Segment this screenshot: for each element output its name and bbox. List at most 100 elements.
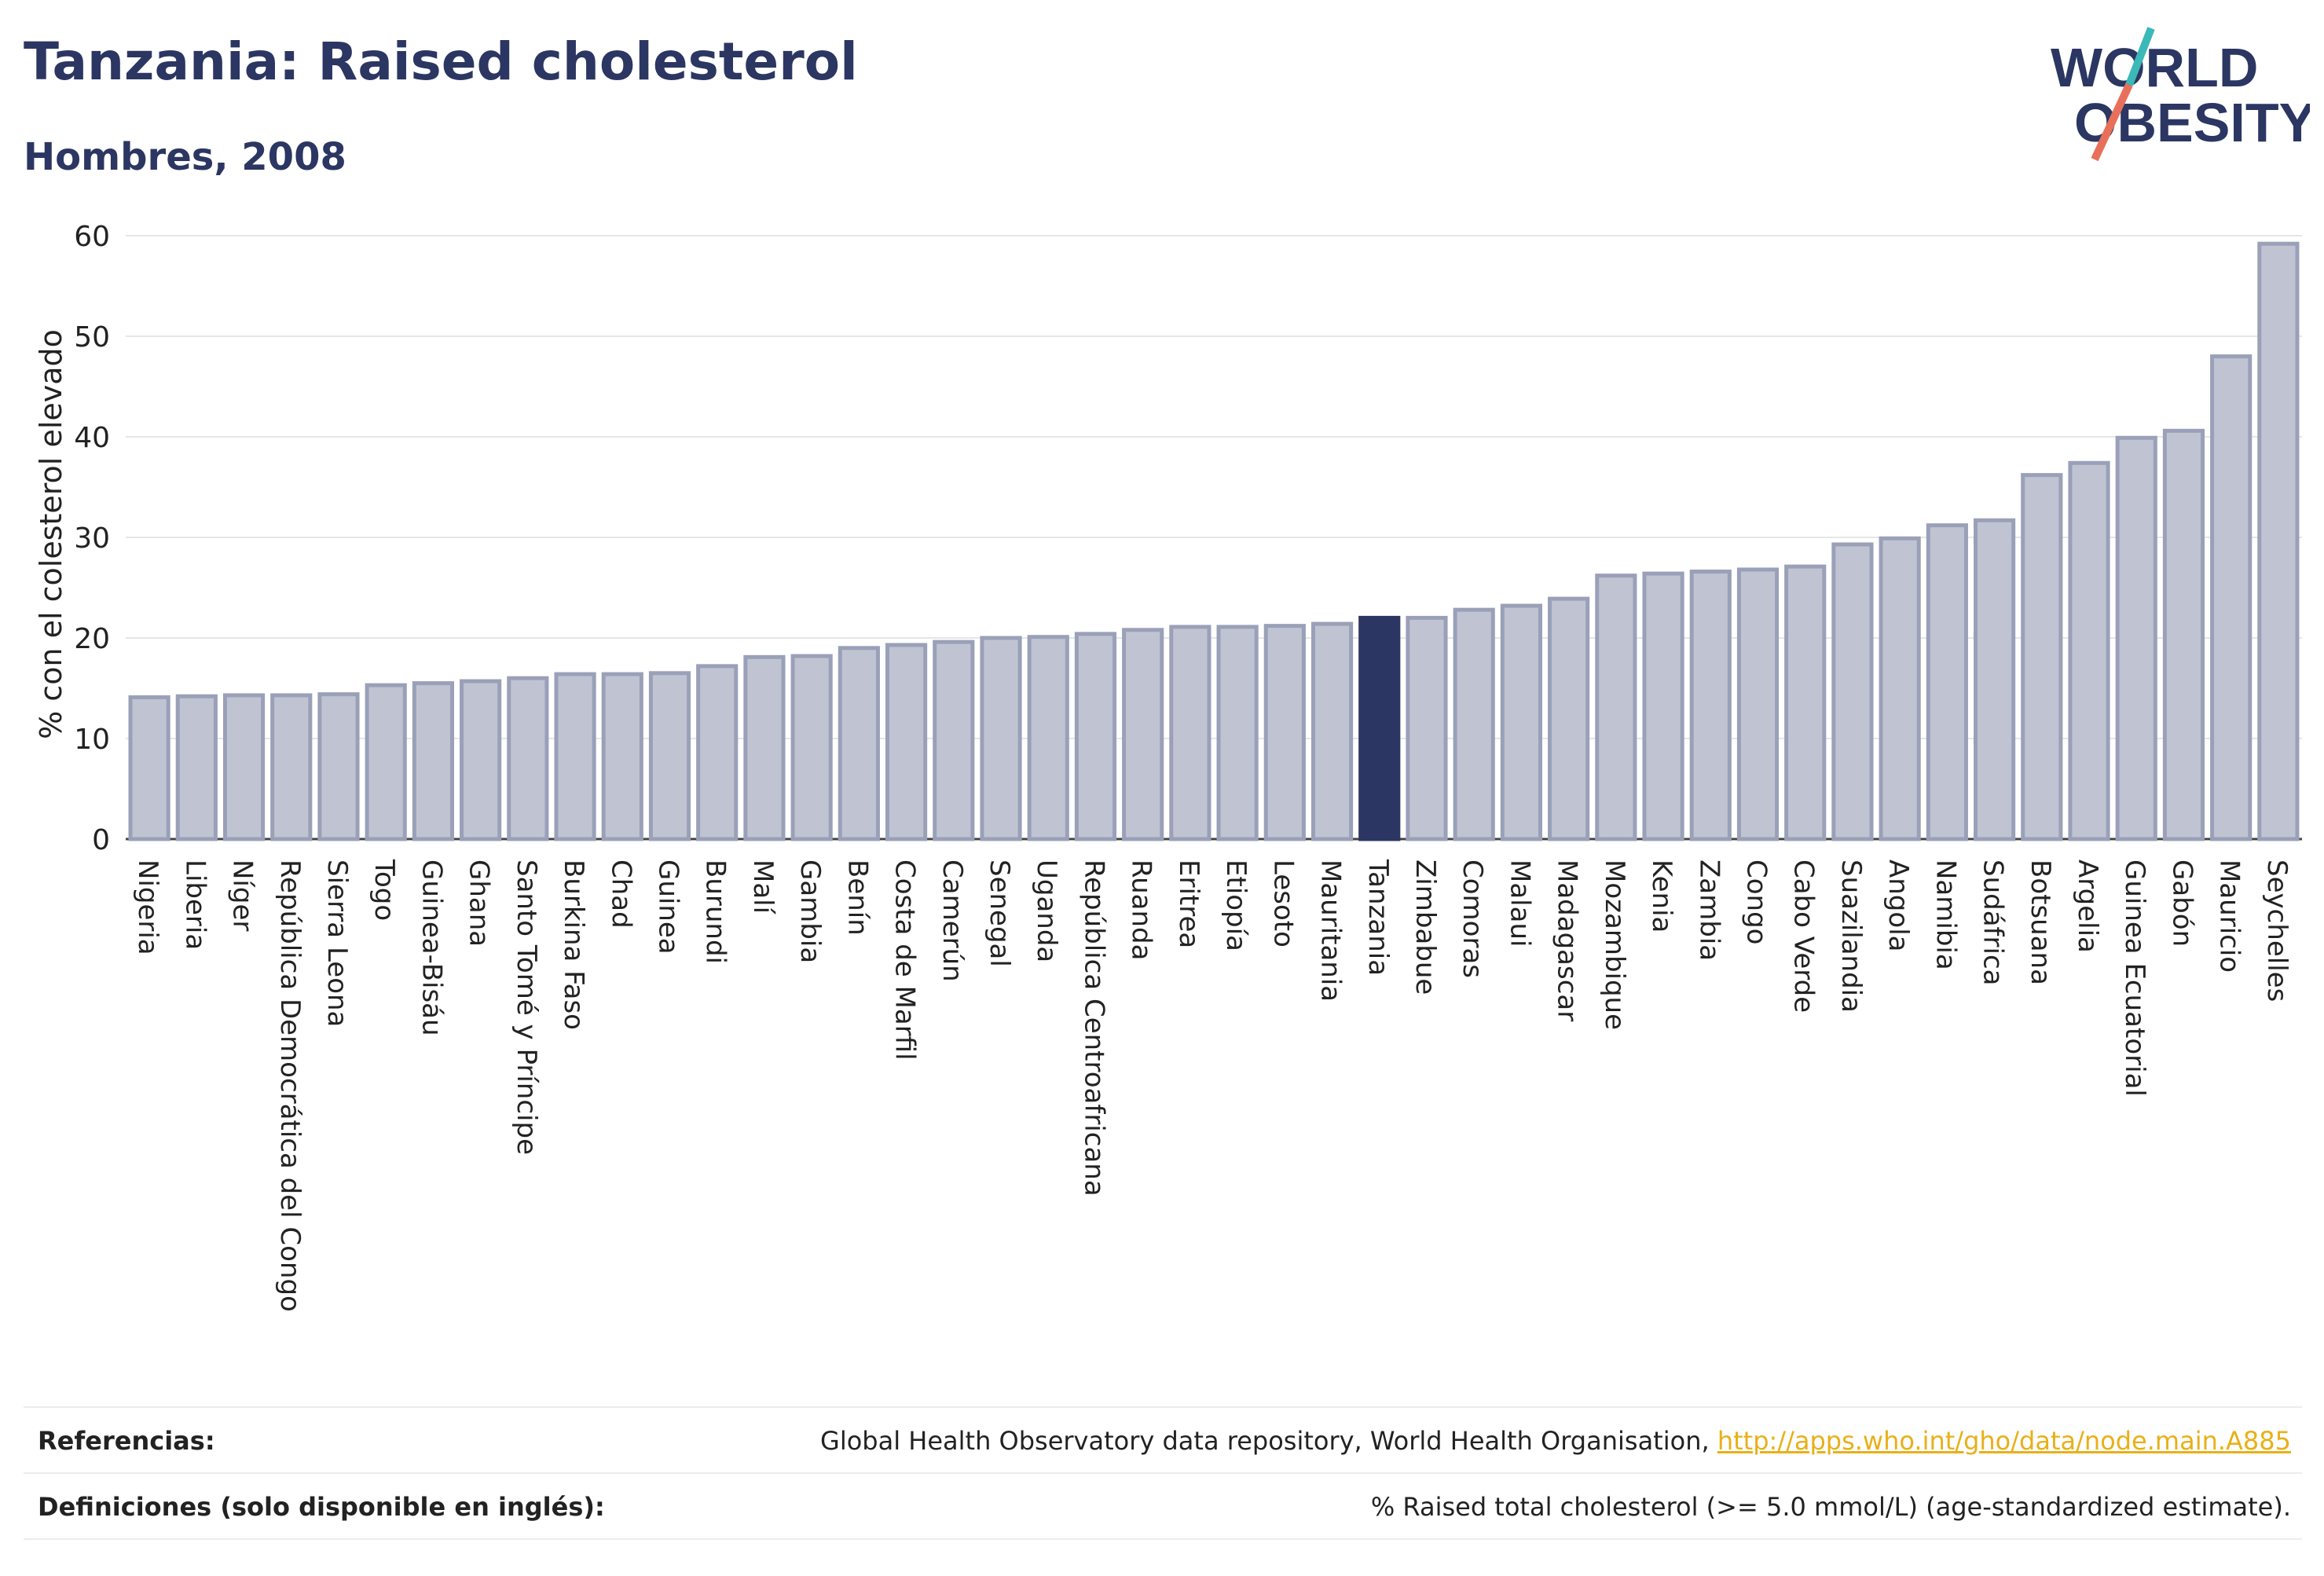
bar-togo <box>365 683 407 841</box>
x-tick-label: República Democrática del Congo <box>274 859 306 1312</box>
bar-guinea-bis-u <box>412 681 455 841</box>
x-tick-label: Malí <box>747 859 779 915</box>
bar-tanzania <box>1358 615 1401 841</box>
chart-subtitle: Hombres, 2008 <box>24 135 346 179</box>
x-tick-label: Suazilandia <box>1835 859 1867 1013</box>
x-axis-ticks: Nigeria Liberia Níger República Democrática… <box>132 859 2293 1312</box>
x-tick-label: Guinea-Bisáu <box>416 859 447 1036</box>
x-tick-label: Comoras <box>1457 859 1488 978</box>
references-label: Referencias: <box>38 1426 215 1456</box>
bar-rep-blica-democr-tica-del-congo <box>270 693 313 841</box>
x-tick-label: Nigeria <box>132 859 163 955</box>
bar-argelia <box>2068 460 2110 841</box>
y-axis-label: % con el colesterol elevado <box>34 329 68 739</box>
bar-botsuana <box>2021 473 2063 841</box>
logo-line1: WORLD <box>2051 37 2258 98</box>
x-tick-label: Gambia <box>794 859 826 963</box>
y-tick-label: 50 <box>74 321 110 354</box>
bar-nigeria <box>128 695 170 841</box>
x-tick-label: Zimbabue <box>1409 859 1441 995</box>
bar-kenia <box>1642 571 1684 841</box>
x-tick-label: Botsuana <box>2025 859 2056 985</box>
references-link[interactable]: http://apps.who.int/gho/data/node.main.A… <box>1717 1426 2291 1456</box>
bar-mauricio <box>2210 354 2253 841</box>
y-axis-ticks: 0 10 20 30 40 50 60 <box>74 221 110 856</box>
definitions-row: Definiciones (solo disponible en inglés)… <box>24 1475 2302 1539</box>
x-tick-label: Etiopía <box>1220 859 1252 951</box>
x-tick-label: Zambia <box>1693 859 1725 961</box>
x-tick-label: Mozambique <box>1599 859 1630 1030</box>
x-tick-label: Tanzania <box>1362 859 1394 976</box>
x-tick-label: Cabo Verde <box>1788 859 1820 1013</box>
x-tick-label: Madagascar <box>1552 859 1583 1021</box>
bar-santo-tom-y-pr-ncipe <box>507 676 549 841</box>
x-tick-label: Burundi <box>700 859 731 964</box>
bar-sud-frica <box>1974 518 2016 841</box>
bar-congo <box>1736 567 1780 841</box>
x-tick-label: Ruanda <box>1126 859 1157 960</box>
bar-burundi <box>696 664 739 841</box>
bar-chart: 0 10 20 30 40 50 60 Nigeria Liberia Níger Repúbli… <box>34 221 2302 1312</box>
x-tick-label: Santo Tomé y Príncipe <box>511 859 542 1155</box>
bar-madagascar <box>1548 596 1590 841</box>
y-tick-label: 0 <box>92 824 110 856</box>
x-tick-label: República Centroafricana <box>1078 859 1109 1197</box>
y-tick-label: 20 <box>74 623 110 655</box>
x-tick-label: Benín <box>841 859 873 936</box>
y-tick-label: 40 <box>74 422 110 454</box>
references-value: Global Health Observatory data repositor… <box>820 1426 2302 1456</box>
bar-ghana <box>460 679 502 841</box>
x-tick-label: Namibia <box>1930 859 1961 970</box>
bar-costa-de-marfil <box>885 643 928 841</box>
y-tick-label: 10 <box>74 724 110 756</box>
bars <box>128 241 2300 841</box>
references-text: Global Health Observatory data repositor… <box>820 1426 1717 1456</box>
bar-burkina-faso <box>554 672 596 841</box>
bar-malaui <box>1500 603 1542 841</box>
x-tick-label: Angola <box>1882 859 1914 951</box>
bar-suazilandia <box>1831 542 1874 841</box>
x-tick-label: Camerún <box>937 859 968 982</box>
x-tick-label: Costa de Marfil <box>889 859 921 1061</box>
bar-zimbabue <box>1406 615 1448 841</box>
bar-camer-n <box>933 640 975 841</box>
logo-slash-red <box>2091 82 2133 162</box>
bar-comoras <box>1453 607 1495 841</box>
bar-zambia <box>1689 570 1732 841</box>
footer-rule-top <box>24 1406 2302 1408</box>
bar-senegal <box>980 636 1022 841</box>
x-tick-label: Seychelles <box>2261 859 2293 1002</box>
bar-mauritania <box>1310 621 1354 841</box>
bar-ben-n <box>838 646 880 841</box>
definitions-text: % Raised total cholesterol (>= 5.0 mmol/… <box>1370 1492 2291 1522</box>
x-tick-label: Lesoto <box>1267 859 1299 947</box>
bar-guinea <box>648 671 691 841</box>
chart-title: Tanzania: Raised cholesterol <box>24 31 858 92</box>
x-tick-label: Sierra Leona <box>321 859 353 1027</box>
x-tick-label: Burkina Faso <box>558 859 589 1030</box>
x-tick-label: Togo <box>368 859 400 921</box>
y-tick-label: 60 <box>74 221 110 253</box>
bar-cabo-verde <box>1784 564 1827 841</box>
x-tick-label: Kenia <box>1646 859 1677 933</box>
footer-rule-bottom <box>24 1538 2302 1540</box>
x-tick-label: Eritrea <box>1173 859 1204 948</box>
bar-uganda <box>1027 635 1069 841</box>
x-tick-label: Ghana <box>464 859 495 947</box>
bar-ruanda <box>1122 628 1164 841</box>
bar-sierra-leona <box>317 692 360 841</box>
x-tick-label: Liberia <box>179 859 211 950</box>
y-tick-label: 30 <box>74 522 110 555</box>
x-tick-label: Guinea Ecuatorial <box>2119 859 2150 1097</box>
x-tick-label: Chad <box>605 859 636 929</box>
bar-seychelles <box>2257 241 2300 841</box>
x-tick-label: Guinea <box>653 859 684 955</box>
x-tick-label: Congo <box>1741 859 1772 944</box>
bar-mozambique <box>1595 574 1637 841</box>
bar-angola <box>1879 536 1921 841</box>
x-tick-label: Gabón <box>2166 859 2198 947</box>
bar-chad <box>601 672 643 841</box>
world-obesity-logo: WORLD OBESITY <box>2051 27 2310 162</box>
bar-mal- <box>743 654 786 841</box>
bar-lesoto <box>1263 624 1306 841</box>
